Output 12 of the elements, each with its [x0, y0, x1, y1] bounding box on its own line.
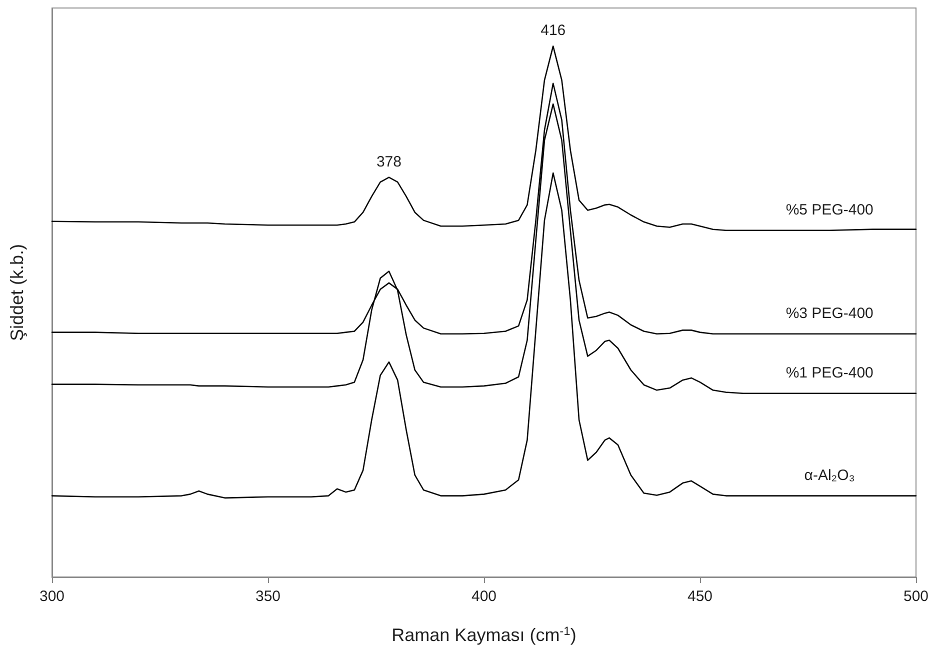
x-tick-label: 450	[687, 588, 713, 605]
series-label: α-Al₂O₃	[804, 466, 855, 484]
series-label: %1 PEG-400	[786, 364, 874, 382]
x-tick-label: 500	[903, 588, 929, 605]
annotation: 378	[376, 153, 402, 170]
series-label: %5 PEG-400	[786, 201, 874, 218]
x-tick-label: 350	[255, 588, 281, 605]
y-axis-title: Şiddet (k.b.)	[7, 244, 27, 342]
x-tick-label: 300	[39, 588, 65, 605]
x-tick-label: 400	[471, 588, 497, 605]
series-label: %3 PEG-400	[786, 304, 874, 322]
annotation: 416	[540, 22, 566, 40]
